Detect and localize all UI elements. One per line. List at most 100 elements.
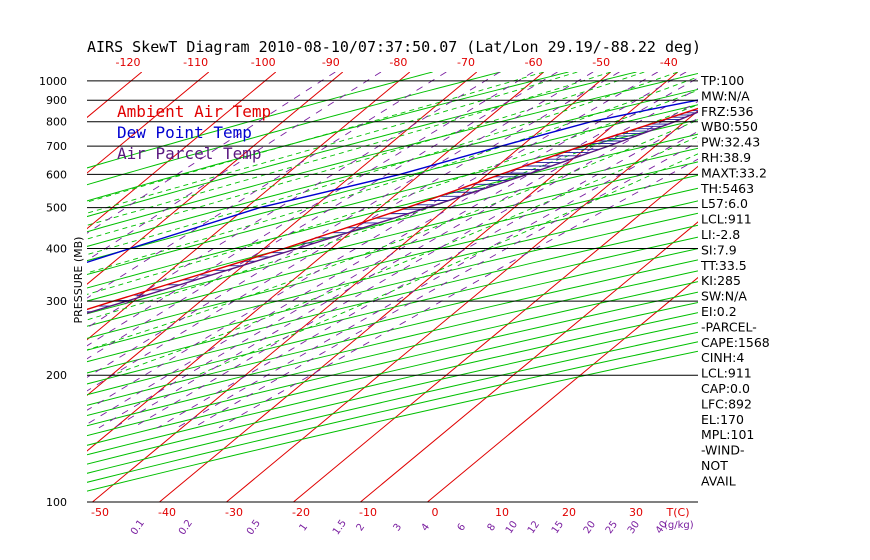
moist-adiabat <box>87 72 578 214</box>
moist-adiabat <box>87 72 544 203</box>
isotherm <box>427 276 698 502</box>
stat-line: KI:285 <box>701 273 741 288</box>
top-temp-tick-label: -90 <box>322 56 340 69</box>
dry-adiabat <box>87 291 698 437</box>
stat-line: EI:0.2 <box>701 304 737 319</box>
moist-adiabat <box>111 136 698 376</box>
isotherm <box>293 165 698 502</box>
pressure-tick-label: 600 <box>46 168 67 181</box>
dry-adiabat <box>87 200 698 351</box>
isotherm <box>87 72 411 341</box>
top-temp-tick-label: -40 <box>660 56 678 69</box>
isotherm <box>92 72 612 502</box>
dry-adiabat <box>87 259 698 406</box>
stat-line: CINH:4 <box>701 350 744 365</box>
dry-adiabat <box>87 104 698 262</box>
isotherm <box>360 221 698 502</box>
isotherm <box>87 72 210 174</box>
mixing-ratio-tick-label: 6 <box>456 522 469 534</box>
legend-item: Dew Point Temp <box>117 123 252 142</box>
top-temp-tick-label: -120 <box>116 56 141 69</box>
x-axis-label: T(C) <box>666 506 690 519</box>
isobars: 100 200 300 400 500 600 700 800 900 1000 <box>39 75 698 509</box>
top-temp-tick-label: -50 <box>592 56 610 69</box>
bottom-temp-tick-label: -50 <box>91 506 109 519</box>
moist-adiabat <box>196 153 698 376</box>
stat-line: CAP:0.0 <box>701 381 750 396</box>
bottom-temp-tick-label: -40 <box>158 506 176 519</box>
dry-adiabat <box>87 133 698 289</box>
stat-line: AVAIL <box>701 473 736 488</box>
bottom-temp-tick-label: 30 <box>629 506 643 519</box>
dry-adiabat <box>87 312 698 456</box>
stat-line: PW:32.43 <box>701 135 760 150</box>
pressure-tick-label: 500 <box>46 202 67 215</box>
pressure-tick-label: 800 <box>46 116 67 129</box>
stat-line: LI:-2.8 <box>701 227 740 242</box>
moist-adiabat <box>87 76 698 274</box>
isotherm <box>0 72 8 502</box>
stat-line: FRZ:536 <box>701 104 754 119</box>
stat-line: MW:N/A <box>701 88 750 103</box>
stat-line: MAXT:33.2 <box>701 165 767 180</box>
mixing-ratio-tick-label: 30 <box>626 519 642 536</box>
stat-line: SW:N/A <box>701 289 747 304</box>
stats-panel: TP:100MW:N/AFRZ:536WB0:550PW:32.43RH:38.… <box>700 73 770 488</box>
bottom-temp-tick-label: 0 <box>432 506 439 519</box>
stat-line: TH:5463 <box>700 181 754 196</box>
stat-line: NOT <box>701 458 728 473</box>
stat-line: RH:38.9 <box>701 150 751 165</box>
dry-adiabat <box>87 161 698 315</box>
mixing-ratio-tick-label: 0.5 <box>245 518 263 537</box>
mixing-ratio-tick-label: 2 <box>355 522 368 534</box>
mixing-ratio-tick-label: 1.5 <box>331 518 349 537</box>
bottom-temp-tick-label: -30 <box>225 506 243 519</box>
stat-line: LCL:911 <box>701 366 752 381</box>
dry-adiabat <box>87 88 698 247</box>
stat-line: LFC:892 <box>701 396 752 411</box>
mixing-ratio-tick-label: 4 <box>420 522 433 534</box>
top-temp-tick-label: -70 <box>457 56 475 69</box>
mixing-ratio-tick-label: 12 <box>526 519 542 536</box>
mixing-ratio-tick-label: 1 <box>298 522 311 534</box>
dry-adiabat <box>87 72 433 169</box>
bottom-temp-tick-label: -20 <box>292 506 310 519</box>
isotherm <box>87 72 277 230</box>
stat-line: TP:100 <box>700 73 744 88</box>
mixing-ratio-tick-label: 10 <box>504 519 520 536</box>
stat-line: EL:170 <box>701 412 744 427</box>
pressure-tick-label: 1000 <box>39 75 67 88</box>
mixing-ratio-tick-label: 20 <box>582 519 598 536</box>
stat-line: TT:33.5 <box>700 258 747 273</box>
stat-line: -WIND- <box>701 443 745 458</box>
isotherm <box>87 72 344 285</box>
dry-adiabat <box>87 187 698 339</box>
isotherm <box>87 72 478 396</box>
pressure-tick-label: 100 <box>46 496 67 509</box>
parcel-temp-line <box>87 111 698 314</box>
moist-adiabat <box>87 89 698 295</box>
bottom-temp-tick-label: 10 <box>495 506 509 519</box>
ambient-temp-line <box>87 107 698 311</box>
dry-adiabat <box>87 119 698 276</box>
pressure-tick-label: 900 <box>46 94 67 107</box>
dry-adiabat <box>87 236 698 385</box>
stat-line: MPL:101 <box>701 427 754 442</box>
isotherm <box>0 72 75 502</box>
dry-adiabat <box>87 147 698 302</box>
dry-adiabat <box>87 270 698 417</box>
stat-line: -PARCEL- <box>701 319 757 334</box>
mixing-ratio-tick-label: 0.1 <box>129 518 147 537</box>
dry-adiabat <box>87 212 698 363</box>
dry-adiabat <box>87 322 698 465</box>
legend-item: Ambient Air Temp <box>117 102 271 121</box>
bottom-temp-tick-label: -10 <box>359 506 377 519</box>
dry-adiabat <box>87 248 698 396</box>
bottom-temp-tick-label: 20 <box>562 506 576 519</box>
stat-line: CAPE:1568 <box>701 335 770 350</box>
stat-line: SI:7.9 <box>701 242 737 257</box>
top-temp-tick-label: -110 <box>183 56 208 69</box>
dry-adiabat <box>87 72 501 186</box>
stat-line: WB0:550 <box>701 119 758 134</box>
